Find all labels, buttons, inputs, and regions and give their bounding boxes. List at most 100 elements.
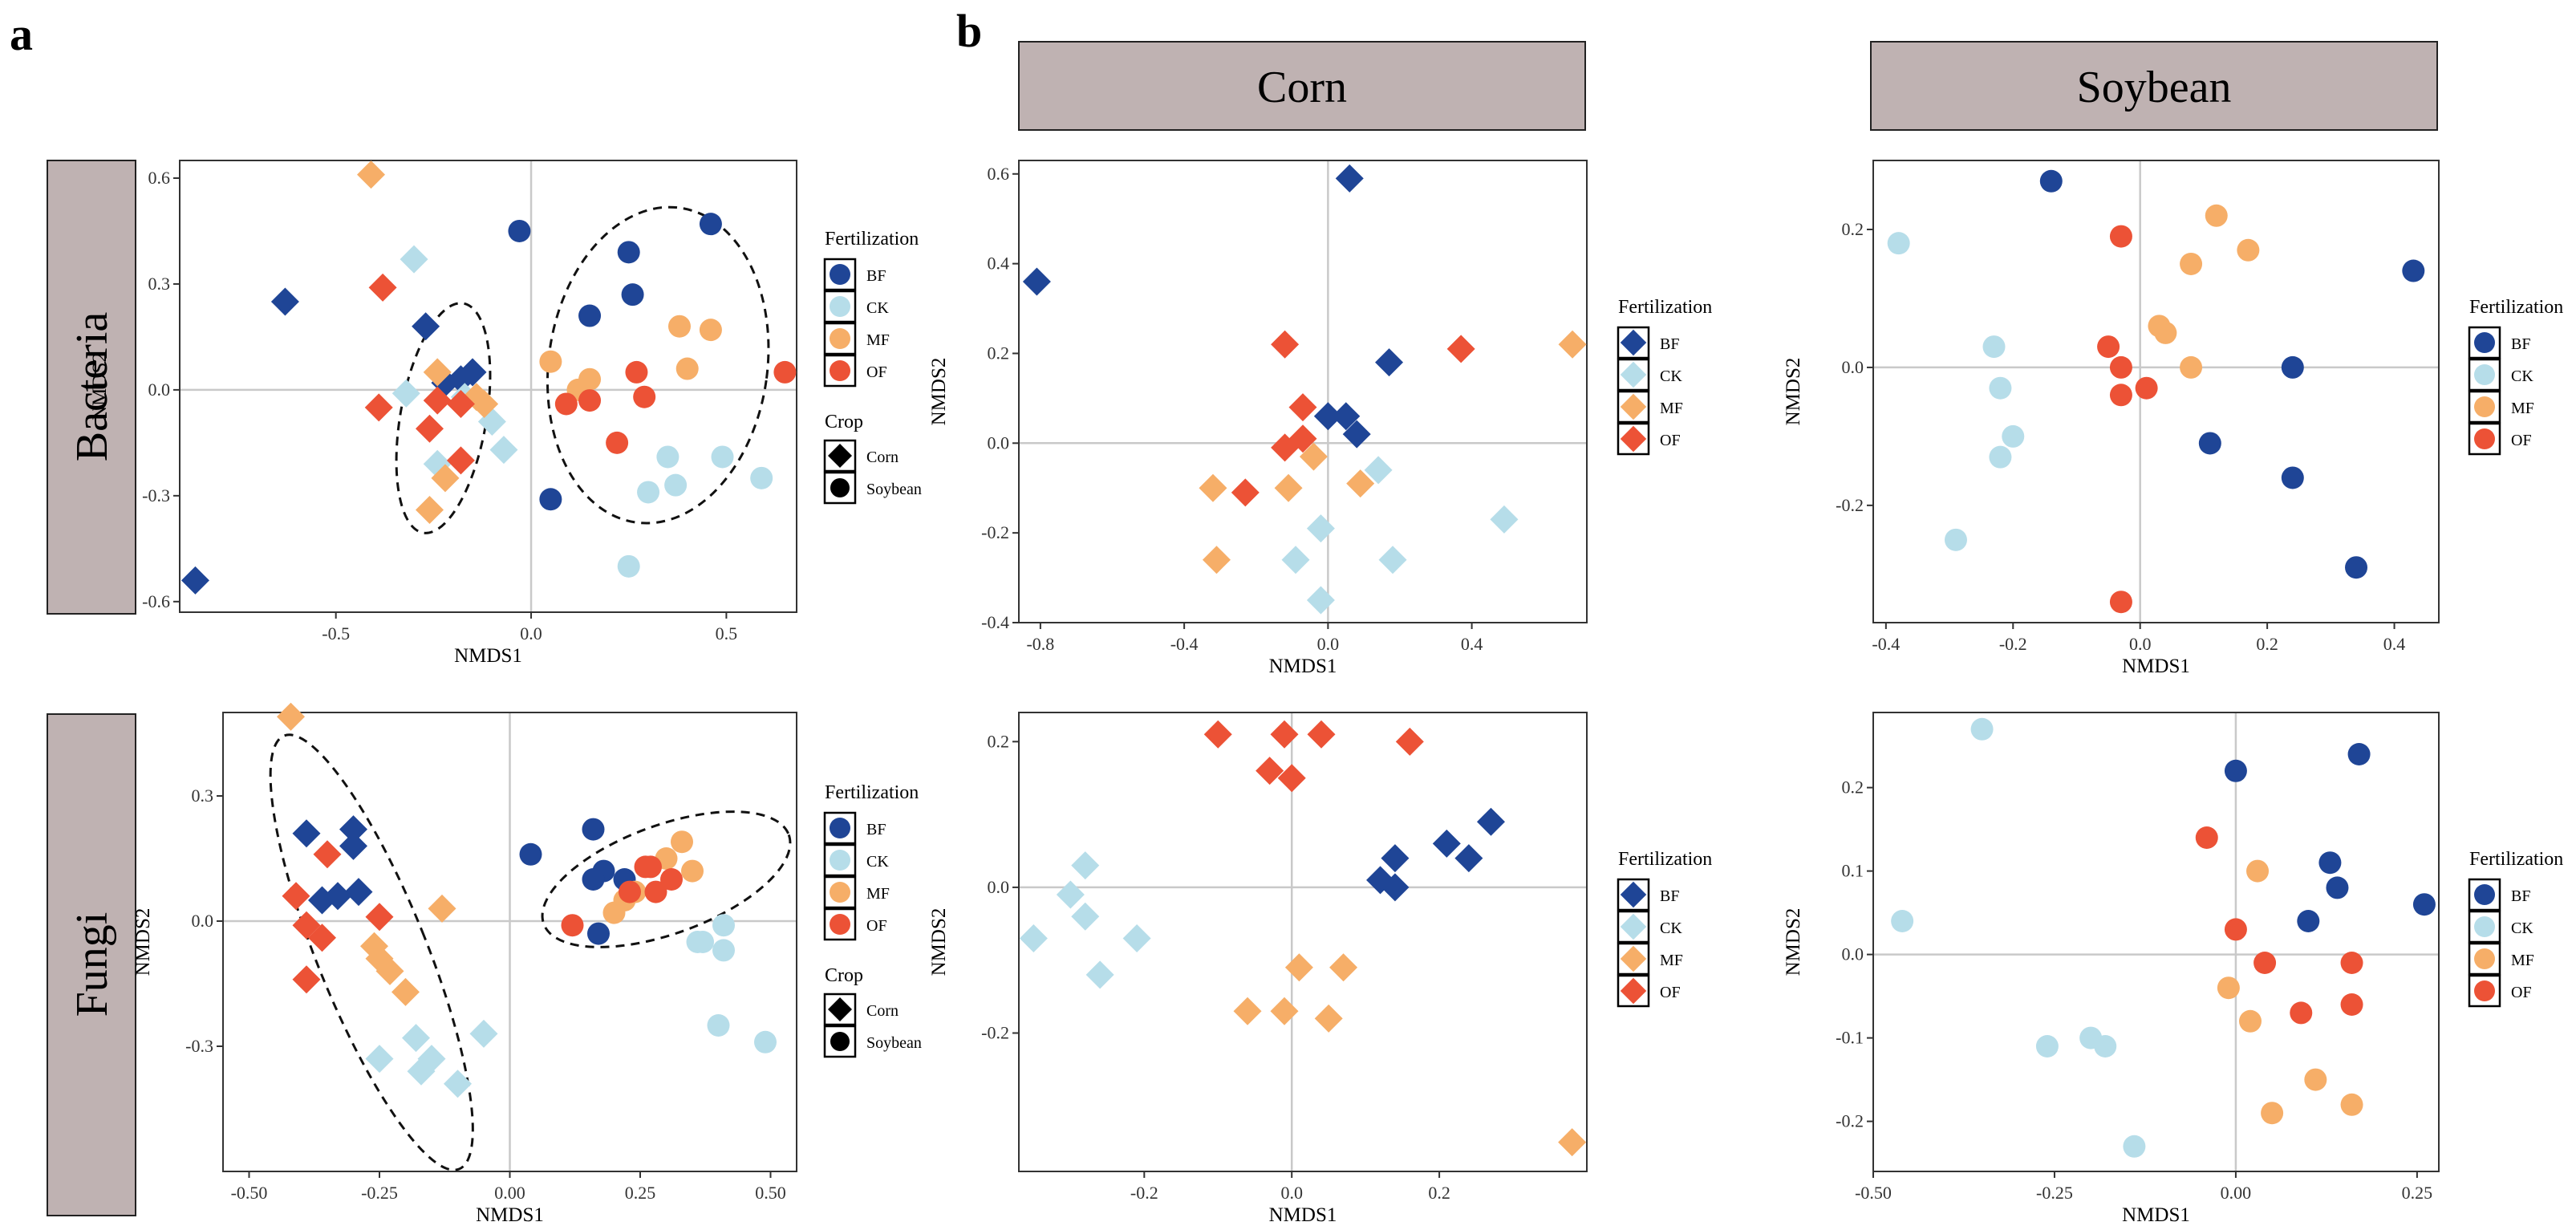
x-tick-label: -0.50	[231, 1183, 268, 1203]
data-point-mf-diamond	[277, 702, 305, 731]
data-point-ck-circle	[637, 481, 660, 504]
x-tick-label: 0.4	[1461, 634, 1483, 654]
x-tick-label: -0.25	[2036, 1183, 2073, 1203]
data-point-ck-circle	[1891, 910, 1914, 932]
data-point-mf-circle	[2154, 321, 2177, 344]
data-point-bf-diamond	[1022, 267, 1051, 296]
legend-marker-of	[1620, 977, 1647, 1005]
plots-layer: -0.5 0.0 0.5 -0.6 -0.3 0.0 0.3 0.6 NMDS1 NMDS2 Fer…	[89, 160, 2563, 1226]
data-point-mf-diamond	[431, 464, 460, 493]
legend-marker-of	[830, 360, 850, 381]
plot-a-fungi: -0.50 -0.25 0.00 0.25 0.50 -0.3 0.0 0.3 NMDS1 NMD…	[132, 702, 922, 1226]
legend-fertilization-title: Fertilization	[1618, 849, 1712, 870]
y-tick-label: 0.0	[1842, 944, 1864, 964]
data-point-mf-diamond	[1270, 997, 1299, 1025]
data-point-ck-diamond	[1281, 546, 1310, 574]
x-tick-label: 0.0	[1280, 1183, 1303, 1203]
y-tick-label: 0.3	[148, 274, 171, 294]
x-tick-label: -0.4	[1872, 634, 1900, 654]
data-point-bf-diamond	[1332, 402, 1361, 431]
data-point-of-diamond	[415, 414, 444, 443]
data-point-bf-diamond	[1313, 402, 1342, 431]
data-point-bf-circle	[2039, 169, 2063, 193]
legend-label-of: OF	[1660, 432, 1681, 449]
legend-marker-soybean	[830, 478, 850, 497]
x-axis-label: NMDS1	[2122, 656, 2190, 677]
data-point-ck-diamond	[1364, 456, 1393, 485]
legend-label-corn: Corn	[866, 1002, 899, 1020]
data-point-bf-diamond	[339, 831, 367, 860]
data-point-bf-circle	[2345, 556, 2368, 579]
data-point-of-diamond	[368, 273, 397, 302]
x-tick-label: 0.2	[1428, 1183, 1450, 1203]
data-point-of-diamond	[1446, 335, 1475, 363]
legend-label-of: OF	[1660, 984, 1681, 1001]
y-tick-label: 0.0	[988, 432, 1010, 453]
legend-label-bf: BF	[1660, 335, 1679, 353]
legend-label-soybean: Soybean	[866, 1034, 922, 1052]
data-point-ck-diamond	[417, 1045, 446, 1074]
legend-label-mf: MF	[1660, 952, 1683, 969]
legend-marker-mf	[1620, 393, 1647, 420]
confidence-ellipse	[541, 810, 792, 948]
data-point-mf-circle	[675, 357, 699, 380]
data-point-bf-circle	[2297, 910, 2320, 932]
data-point-bf-circle	[2318, 851, 2342, 875]
data-point-bf-diamond	[339, 815, 367, 844]
y-tick-label: 0.2	[1842, 777, 1864, 798]
data-point-mf-diamond	[1274, 473, 1303, 502]
y-axis-label: NMDS2	[1783, 358, 1804, 426]
data-point-ck-diamond	[1071, 851, 1100, 880]
data-point-mf-diamond	[391, 977, 420, 1006]
legend-label-ck: CK	[866, 299, 889, 317]
legend-label-ck: CK	[866, 853, 889, 871]
legend-marker-corn	[828, 444, 852, 468]
plot-b-fungi-corn: -0.2 0.0 0.2 -0.2 0.0 0.2 NMDS1 NMDS2 Fertilizat…	[928, 712, 1712, 1226]
data-point-mf-diamond	[423, 358, 452, 387]
legend-fertilization-title: Fertilization	[1618, 297, 1712, 318]
data-point-ck-circle	[1982, 335, 2006, 359]
data-point-of-diamond	[446, 389, 475, 418]
data-point-of-diamond	[446, 446, 475, 475]
legend-label-mf: MF	[866, 885, 890, 903]
confidence-ellipse	[269, 733, 474, 1171]
data-point-mf-circle	[2217, 976, 2240, 1000]
data-point-mf-circle	[2340, 1093, 2363, 1116]
legend-marker-bf	[1620, 329, 1647, 356]
data-point-ck-diamond	[402, 1024, 430, 1053]
data-point-ck-circle	[712, 939, 735, 962]
data-point-ck-circle	[1989, 445, 2012, 469]
data-point-bf-circle	[508, 219, 531, 242]
x-tick-label: 0.4	[2383, 634, 2406, 654]
y-tick-label: 0.0	[1842, 357, 1864, 377]
y-tick-label: 0.3	[192, 786, 214, 806]
legend-fertilization-title: Fertilization	[2469, 849, 2563, 870]
legend-label-bf: BF	[1660, 887, 1679, 905]
data-point-ck-circle	[750, 466, 773, 489]
data-point-of-diamond	[1395, 727, 1424, 756]
data-point-of-diamond	[1231, 478, 1260, 507]
data-point-of-circle	[2340, 993, 2363, 1016]
y-tick-label: 0.0	[988, 877, 1010, 897]
data-point-mf-diamond	[1199, 473, 1227, 502]
data-point-ck-circle	[2002, 424, 2025, 448]
data-point-of-diamond	[292, 911, 321, 940]
data-point-ck-circle	[1989, 376, 2012, 400]
data-point-of-diamond	[292, 965, 321, 994]
data-point-of-circle	[625, 360, 648, 384]
data-point-of-diamond	[1277, 764, 1306, 793]
data-point-mf-diamond	[1558, 330, 1587, 359]
y-tick-label: 0.6	[148, 168, 171, 188]
data-point-of-circle	[2109, 591, 2132, 614]
x-axis-label: NMDS1	[1269, 656, 1337, 677]
y-tick-label: 0.4	[988, 254, 1010, 274]
data-point-bf-circle	[2412, 893, 2436, 916]
data-point-bf-circle	[2224, 759, 2247, 782]
panel-b-letter: b	[956, 5, 982, 57]
legend-label-soybean: Soybean	[866, 481, 922, 498]
data-point-mf-diamond	[356, 160, 385, 189]
data-point-of-diamond	[1203, 720, 1232, 749]
plot-b-bacteria-soybean: -0.4 -0.2 0.0 0.2 0.4 -0.2 0.0 0.2 NMDS1 NMDS2 Fer…	[1783, 160, 2563, 677]
data-point-ck-diamond	[1490, 505, 1519, 534]
data-point-bf-diamond	[1454, 844, 1483, 873]
